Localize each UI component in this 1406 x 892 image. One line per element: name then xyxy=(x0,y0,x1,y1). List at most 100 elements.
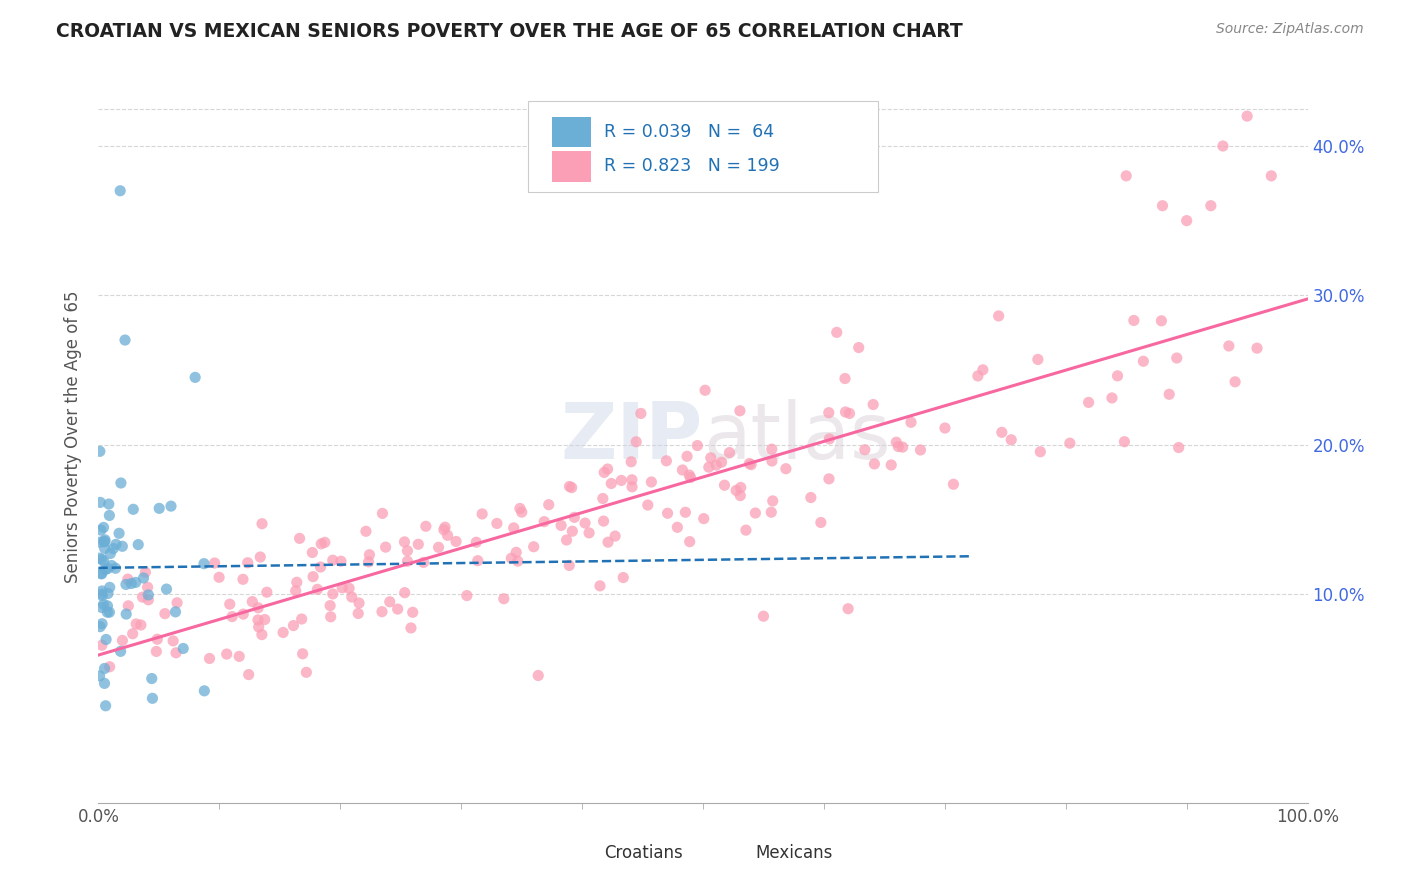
Point xyxy=(1212,139,1234,153)
Point xyxy=(1029,444,1052,458)
Point xyxy=(406,537,429,551)
Point xyxy=(637,498,659,512)
Point xyxy=(271,625,294,640)
Point xyxy=(309,537,332,551)
Point xyxy=(561,524,583,539)
Point xyxy=(444,534,467,549)
Point xyxy=(141,672,163,686)
Point xyxy=(93,598,115,612)
Point xyxy=(90,566,112,581)
Point xyxy=(436,528,458,542)
Point xyxy=(90,600,112,615)
Point xyxy=(1223,375,1246,389)
Point xyxy=(221,609,243,624)
Point xyxy=(818,432,841,446)
Point xyxy=(620,455,643,469)
Point xyxy=(837,601,859,615)
Point xyxy=(1101,391,1123,405)
Point xyxy=(991,425,1014,440)
Point xyxy=(1236,109,1258,123)
Point xyxy=(322,553,344,567)
Point xyxy=(673,505,696,519)
Point xyxy=(91,589,114,603)
Point xyxy=(162,633,184,648)
Point xyxy=(115,607,138,621)
Point xyxy=(676,450,699,464)
Point xyxy=(810,516,832,530)
Point xyxy=(89,495,111,509)
Point xyxy=(165,605,187,619)
Point xyxy=(314,535,336,549)
Point xyxy=(509,501,531,516)
Point xyxy=(740,458,762,472)
Point xyxy=(848,341,870,355)
Point xyxy=(589,579,612,593)
Point xyxy=(600,476,623,491)
Point xyxy=(347,596,370,610)
Point xyxy=(433,523,456,537)
Point xyxy=(693,511,716,525)
Point xyxy=(558,558,581,573)
Point xyxy=(693,384,716,398)
Point xyxy=(967,368,990,383)
Point xyxy=(215,647,238,661)
Point xyxy=(471,507,494,521)
Point xyxy=(578,525,600,540)
Point xyxy=(250,627,273,641)
Point xyxy=(121,626,143,640)
Point xyxy=(232,607,254,621)
Point xyxy=(160,499,183,513)
Point xyxy=(94,632,117,647)
Point xyxy=(713,478,735,492)
Point xyxy=(218,597,240,611)
Point xyxy=(620,473,643,487)
Point xyxy=(671,463,693,477)
Point xyxy=(193,557,215,571)
Point xyxy=(97,497,120,511)
Point xyxy=(752,609,775,624)
Point xyxy=(98,580,121,594)
Point xyxy=(456,589,478,603)
Point xyxy=(103,541,125,556)
Point xyxy=(817,406,839,420)
Point xyxy=(394,585,416,599)
Point xyxy=(592,491,614,506)
Point xyxy=(122,502,145,516)
Point xyxy=(91,583,114,598)
Point xyxy=(761,505,783,519)
Point xyxy=(415,519,437,533)
Point xyxy=(359,548,381,562)
Point xyxy=(728,404,751,418)
Point xyxy=(744,506,766,520)
Point xyxy=(624,434,647,449)
Point xyxy=(555,533,578,547)
Point xyxy=(110,644,132,658)
Point xyxy=(295,665,318,680)
Point xyxy=(880,458,903,472)
Point xyxy=(596,462,619,476)
Point xyxy=(240,594,263,608)
Point xyxy=(735,523,758,537)
Point xyxy=(301,545,323,559)
Point xyxy=(371,507,394,521)
Point xyxy=(204,556,226,570)
Point xyxy=(104,561,127,575)
Point xyxy=(853,442,876,457)
Point xyxy=(1199,199,1222,213)
Point xyxy=(506,554,529,568)
Point xyxy=(288,532,311,546)
Point xyxy=(987,309,1010,323)
Point xyxy=(146,632,169,647)
Point xyxy=(1000,433,1022,447)
Bar xyxy=(551,117,591,147)
Point xyxy=(394,535,416,549)
Point xyxy=(138,588,160,602)
Point xyxy=(657,506,679,520)
Text: atlas: atlas xyxy=(703,399,890,475)
Point xyxy=(825,326,848,340)
Point xyxy=(686,439,709,453)
Point xyxy=(427,541,450,555)
Point xyxy=(340,590,363,604)
Point xyxy=(605,529,627,543)
Point xyxy=(762,494,785,508)
